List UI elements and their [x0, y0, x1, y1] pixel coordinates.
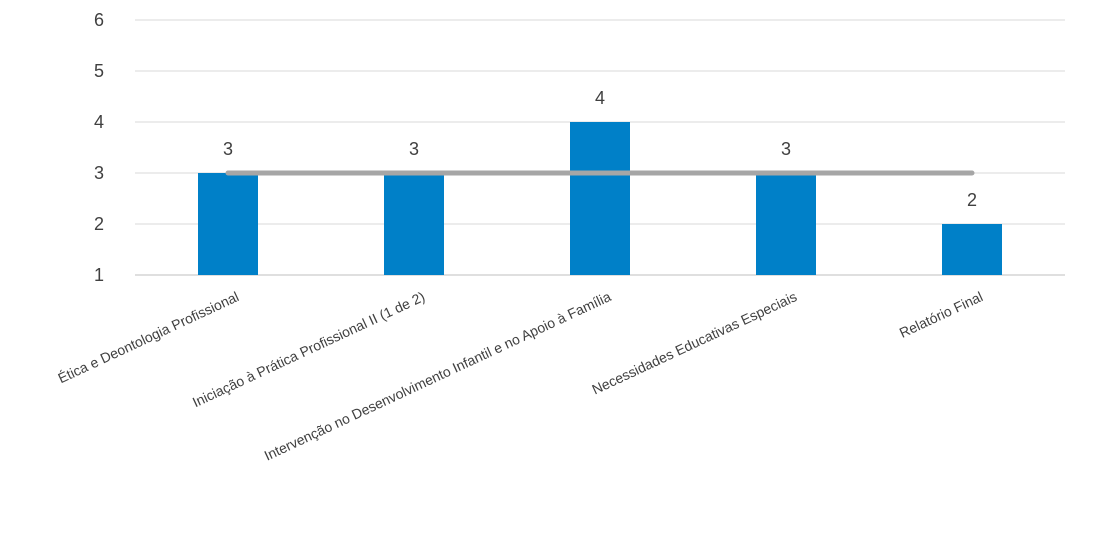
- x-axis-categories: Ética e Deontologia ProfissionalIniciaçã…: [55, 288, 985, 463]
- bars: [198, 122, 1002, 275]
- y-tick-label: 5: [94, 61, 104, 81]
- y-tick-label: 4: [94, 112, 104, 132]
- x-tick-label: Intervenção no Desenvolvimento Infantil …: [262, 288, 614, 463]
- bar: [756, 173, 816, 275]
- x-tick-label: Ética e Deontologia Profissional: [55, 288, 241, 386]
- data-label: 3: [781, 139, 791, 159]
- data-label: 3: [223, 139, 233, 159]
- bar: [570, 122, 630, 275]
- x-tick-label: Necessidades Educativas Especiais: [589, 288, 799, 397]
- y-tick-label: 2: [94, 214, 104, 234]
- y-tick-label: 6: [94, 10, 104, 30]
- x-tick-label: Relatório Final: [897, 288, 986, 341]
- bar: [942, 224, 1002, 275]
- y-tick-label: 3: [94, 163, 104, 183]
- y-axis-ticks: 1 2 3 4 5 6: [94, 10, 104, 285]
- bar: [198, 173, 258, 275]
- data-labels: 3 3 4 3 2: [223, 88, 977, 210]
- data-label: 2: [967, 190, 977, 210]
- y-tick-label: 1: [94, 265, 104, 285]
- bar: [384, 173, 444, 275]
- data-label: 3: [409, 139, 419, 159]
- data-label: 4: [595, 88, 605, 108]
